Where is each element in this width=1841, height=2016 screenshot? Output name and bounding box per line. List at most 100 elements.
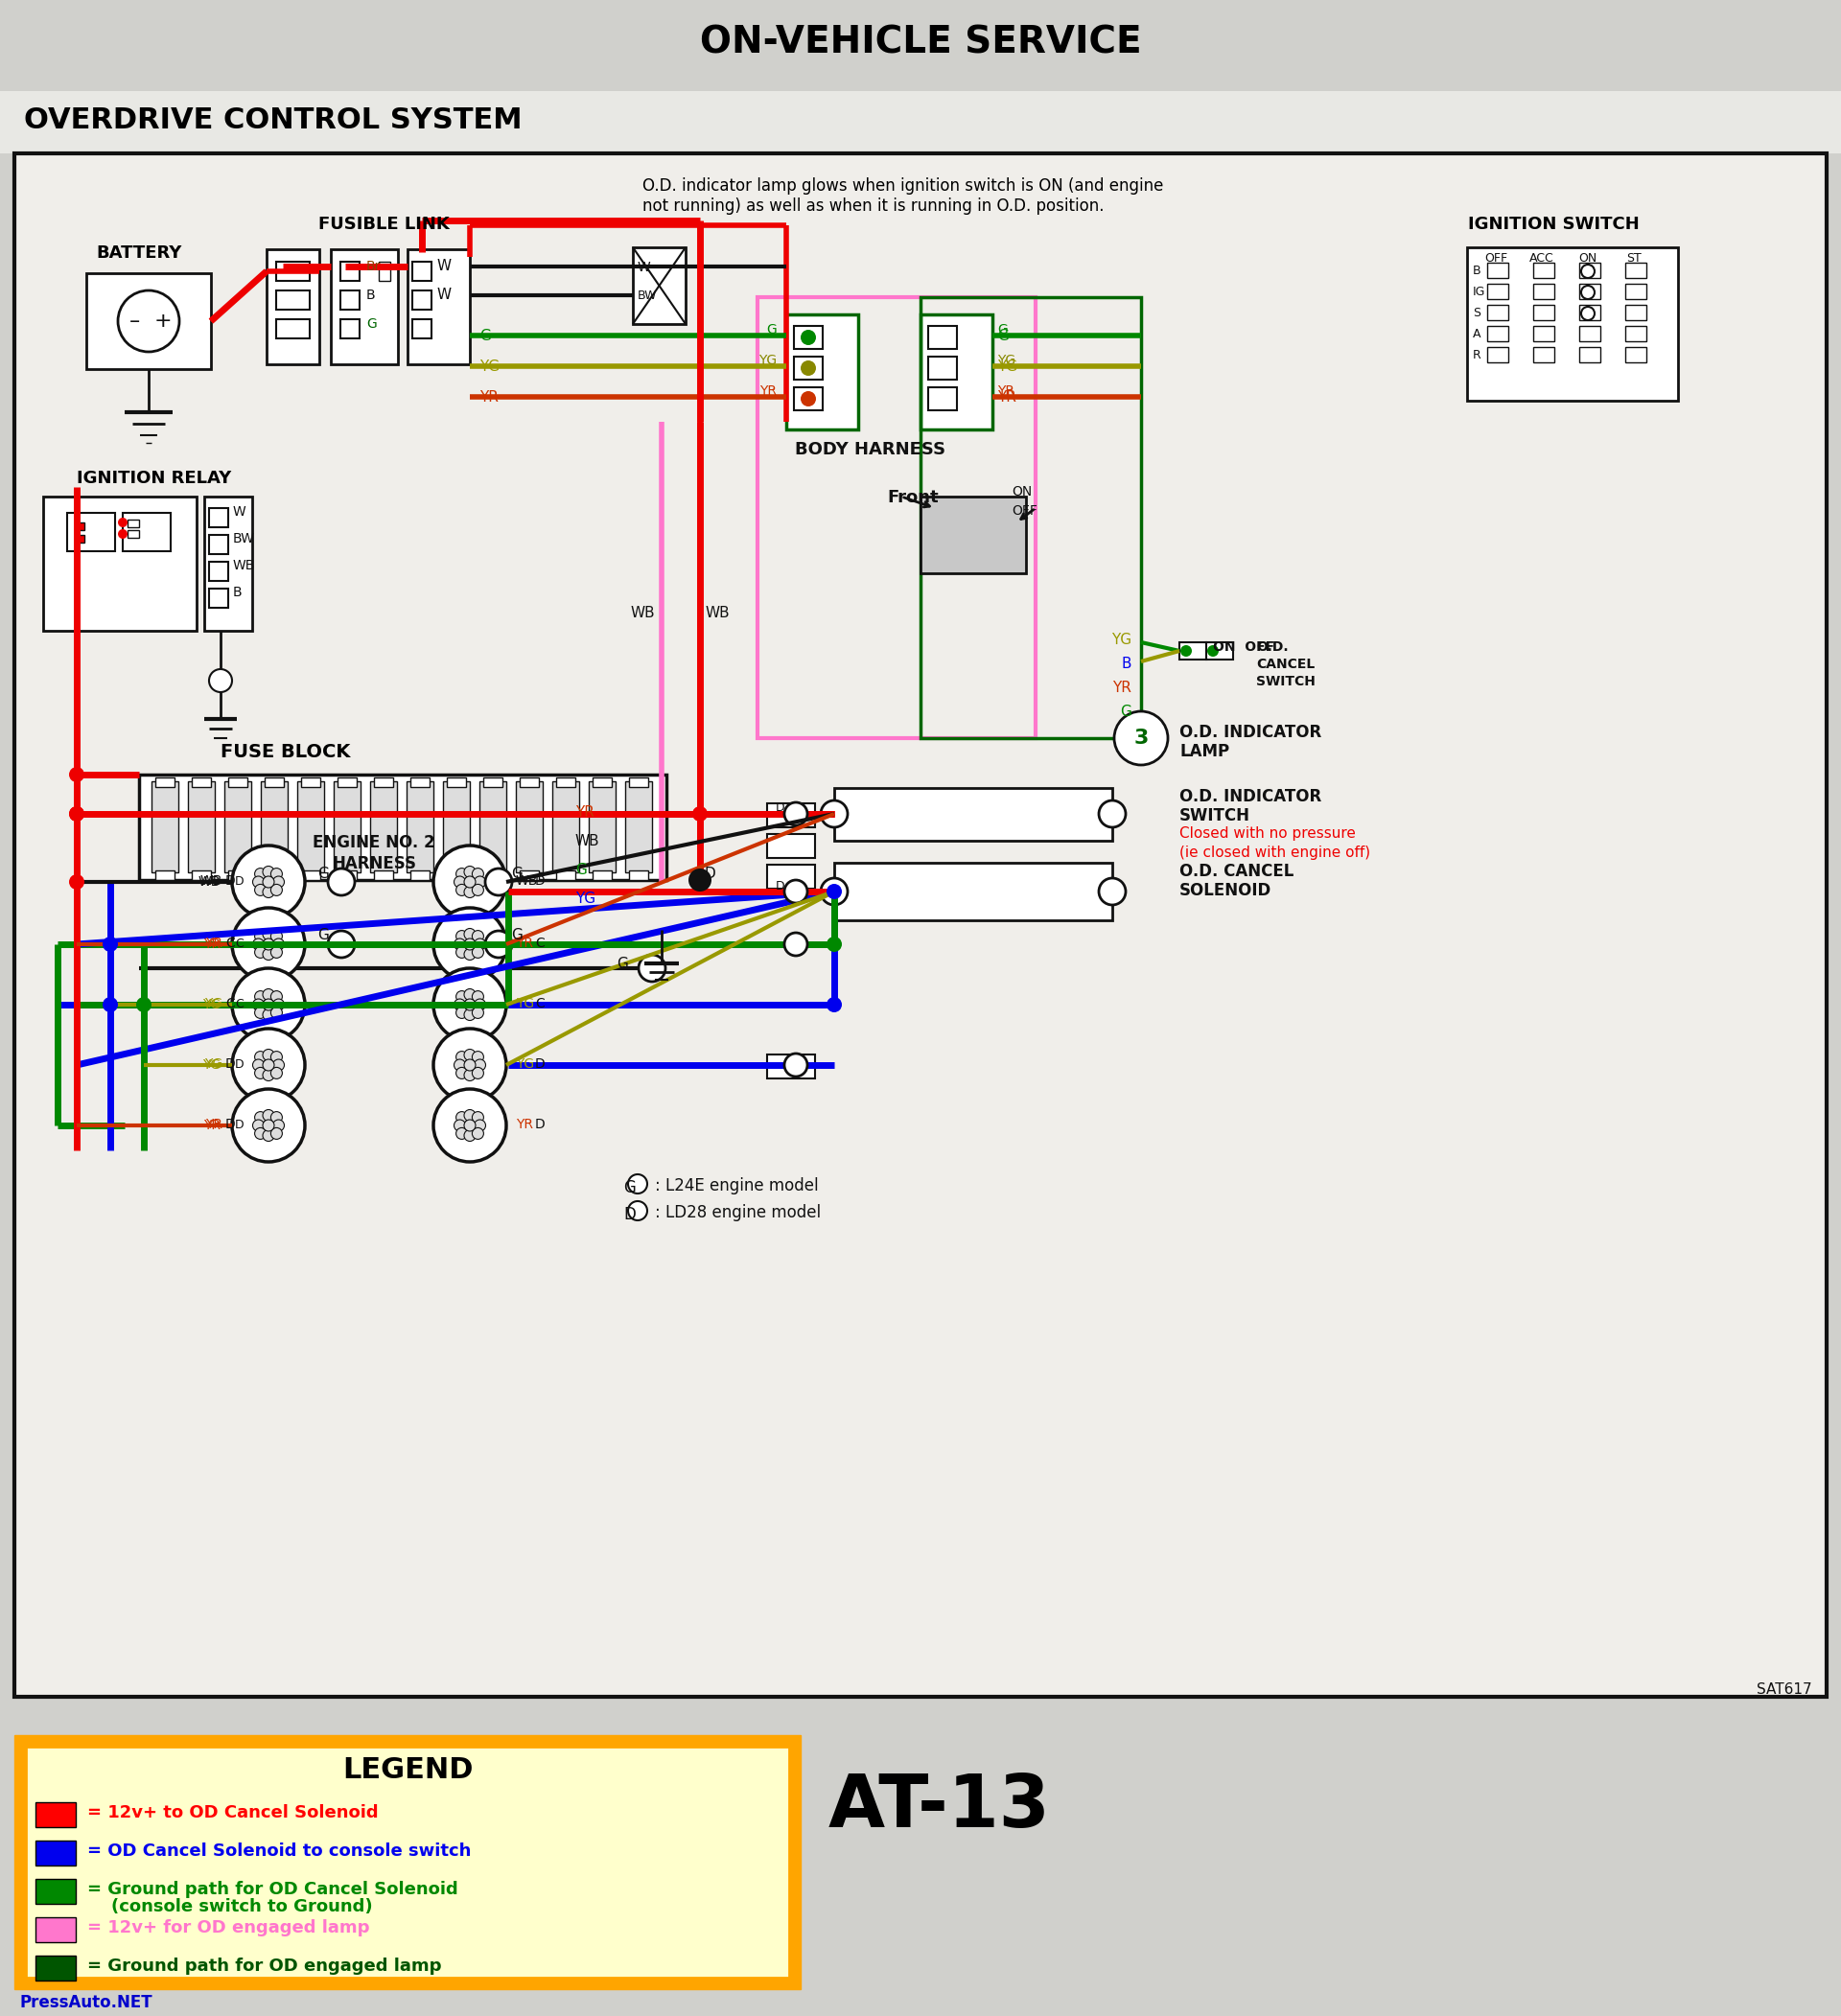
Circle shape <box>457 1066 468 1079</box>
Text: B: B <box>1473 264 1480 278</box>
Circle shape <box>254 990 267 1002</box>
Bar <box>188 782 215 873</box>
Bar <box>191 871 212 881</box>
Bar <box>1534 347 1554 363</box>
Circle shape <box>271 885 282 895</box>
Text: Closed with no pressure: Closed with no pressure <box>1180 827 1355 841</box>
Circle shape <box>692 806 707 823</box>
Text: C: C <box>226 937 236 950</box>
Circle shape <box>103 998 118 1012</box>
Text: C: C <box>226 998 236 1010</box>
Text: ON: ON <box>1578 252 1598 264</box>
Bar <box>35 1956 75 1980</box>
Text: O.D. indicator lamp glows when ignition switch is ON (and engine
not running) as: O.D. indicator lamp glows when ignition … <box>643 177 1164 214</box>
Text: WB: WB <box>705 607 729 621</box>
Text: BW: BW <box>637 290 657 302</box>
Bar <box>379 262 390 280</box>
Text: = 12v+ for OD engaged lamp: = 12v+ for OD engaged lamp <box>87 1919 370 1937</box>
Bar <box>519 778 539 786</box>
Text: W: W <box>438 260 451 274</box>
Circle shape <box>1581 286 1594 298</box>
Bar <box>302 871 320 881</box>
Circle shape <box>272 1119 284 1131</box>
Bar <box>407 782 433 873</box>
Bar <box>633 248 685 325</box>
Circle shape <box>252 877 263 887</box>
Text: G: G <box>998 329 1009 343</box>
Text: OVERDRIVE CONTROL SYSTEM: OVERDRIVE CONTROL SYSTEM <box>24 107 523 133</box>
Text: SOLENOID: SOLENOID <box>1180 881 1272 899</box>
Circle shape <box>455 939 466 950</box>
Text: B: B <box>366 288 376 302</box>
Circle shape <box>433 907 506 980</box>
Bar <box>920 496 1025 573</box>
Text: WB: WB <box>201 875 223 887</box>
Text: W: W <box>438 288 451 302</box>
Text: WB: WB <box>630 607 655 621</box>
Bar <box>1626 347 1646 363</box>
Circle shape <box>464 1119 475 1131</box>
Circle shape <box>271 1006 282 1018</box>
Text: YG: YG <box>515 1056 534 1070</box>
Text: C: C <box>536 998 545 1010</box>
Bar <box>77 534 85 542</box>
Bar <box>519 871 539 881</box>
Circle shape <box>210 669 232 691</box>
Circle shape <box>118 518 127 528</box>
Text: +: + <box>155 312 171 331</box>
Bar <box>210 508 228 528</box>
Text: YG: YG <box>574 891 596 905</box>
Circle shape <box>464 1008 475 1020</box>
Bar <box>1180 643 1206 659</box>
Text: FUSIBLE LINK: FUSIBLE LINK <box>318 216 449 234</box>
Bar <box>412 319 431 339</box>
Bar <box>1534 284 1554 298</box>
Circle shape <box>263 1008 274 1020</box>
Text: ENGINE NO. 2: ENGINE NO. 2 <box>313 835 434 851</box>
Circle shape <box>475 1119 486 1131</box>
Circle shape <box>784 802 808 825</box>
Circle shape <box>457 1006 468 1018</box>
Text: WB: WB <box>199 875 221 889</box>
Text: ON: ON <box>1011 486 1033 498</box>
Text: –: – <box>129 312 140 331</box>
Bar <box>341 290 359 310</box>
Circle shape <box>471 990 484 1002</box>
Circle shape <box>801 361 816 375</box>
Text: G: G <box>574 863 587 877</box>
Circle shape <box>272 998 284 1010</box>
Text: OFF: OFF <box>1011 504 1036 518</box>
Bar <box>556 871 574 881</box>
Text: D: D <box>624 1206 635 1224</box>
Circle shape <box>457 990 468 1002</box>
Text: O.D. CANCEL: O.D. CANCEL <box>1180 863 1294 881</box>
Circle shape <box>252 1119 263 1131</box>
Text: C: C <box>236 937 243 950</box>
Circle shape <box>827 883 841 899</box>
Circle shape <box>827 937 841 952</box>
Circle shape <box>263 867 274 877</box>
Text: YR: YR <box>574 804 595 821</box>
Bar <box>407 250 469 365</box>
Text: YG: YG <box>998 359 1018 373</box>
Circle shape <box>263 1058 274 1070</box>
Bar <box>228 778 247 786</box>
Bar <box>155 871 175 881</box>
Bar <box>589 782 615 873</box>
Circle shape <box>254 931 267 941</box>
Circle shape <box>272 1058 284 1070</box>
Circle shape <box>475 939 486 950</box>
Circle shape <box>471 1006 484 1018</box>
Bar <box>1626 327 1646 341</box>
Text: (console switch to Ground): (console switch to Ground) <box>87 1899 372 1915</box>
Text: WB: WB <box>234 558 256 573</box>
Bar <box>1580 327 1600 341</box>
Circle shape <box>464 1058 475 1070</box>
Text: D: D <box>236 1119 245 1131</box>
Circle shape <box>1208 645 1219 657</box>
Bar <box>210 589 228 607</box>
Bar <box>0 91 1841 153</box>
Bar <box>337 871 357 881</box>
Circle shape <box>254 1111 267 1123</box>
Bar <box>793 327 823 349</box>
